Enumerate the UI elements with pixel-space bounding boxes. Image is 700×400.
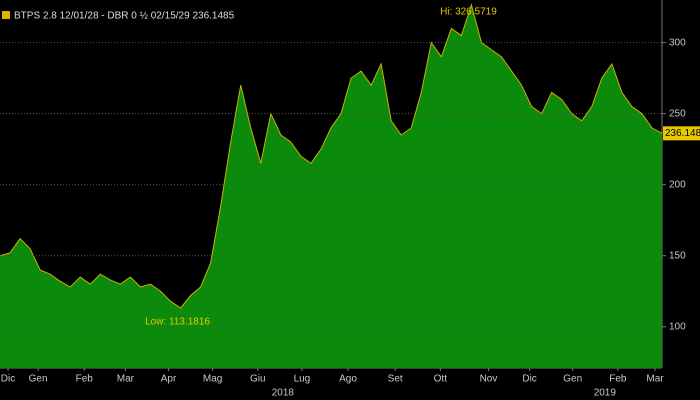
x-group-label: 2019 (594, 388, 617, 399)
annotation: Hi: 326.5719 (440, 7, 497, 18)
x-tick-label: Gen (29, 374, 48, 385)
line (0, 3, 663, 309)
x-tick-label: Nov (480, 374, 498, 385)
chart-title: BTPS 2.8 12/01/28 - DBR 0 ½ 02/15/29 236… (14, 11, 235, 22)
x-tick-label: Lug (294, 374, 311, 385)
x-tick-label: Mar (117, 374, 135, 385)
x-tick-label: Ago (339, 374, 357, 385)
x-tick-label: Dic (522, 374, 536, 385)
x-tick-label: Mar (646, 374, 664, 385)
x-group-label: 2018 (272, 388, 295, 399)
x-tick-label: Gen (563, 374, 582, 385)
y-tick-label: 200 (669, 179, 686, 190)
last-value-label: 236.1485 (665, 128, 700, 139)
x-tick-label: Giu (250, 374, 266, 385)
area (0, 4, 662, 368)
legend-swatch (2, 11, 10, 19)
x-tick-label: Mag (203, 374, 222, 385)
x-tick-label: Set (388, 374, 403, 385)
last-value-box (663, 126, 700, 141)
x-tick-label: Dic (1, 374, 15, 385)
annotation: Low: 113.1816 (145, 317, 210, 328)
plot (0, 3, 663, 368)
y-tick-label: 100 (669, 321, 686, 332)
y-tick-label: 250 (669, 108, 686, 119)
x-tick-label: Apr (161, 374, 177, 385)
x-tick-label: Feb (609, 374, 627, 385)
x-tick-label: Ott (434, 374, 448, 385)
y-tick-label: 150 (669, 250, 686, 261)
x-tick-label: Feb (76, 374, 94, 385)
y-tick-label: 300 (669, 37, 686, 48)
